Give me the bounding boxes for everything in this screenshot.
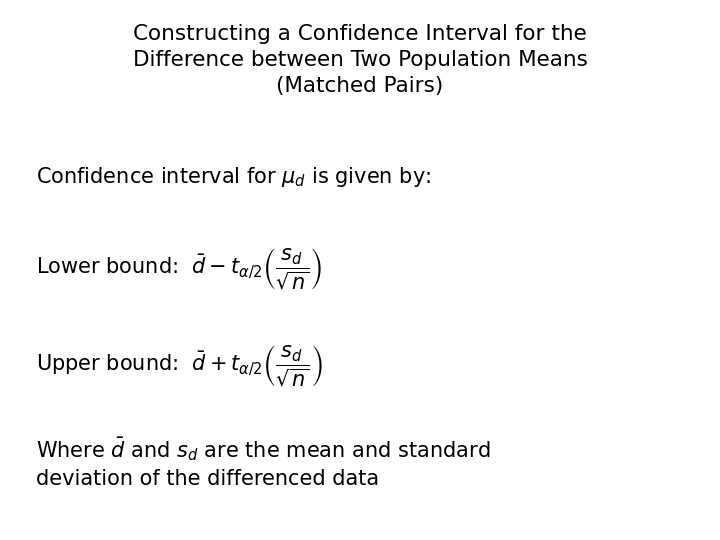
Text: Confidence interval for $\mu_d$ is given by:: Confidence interval for $\mu_d$ is given… — [36, 165, 431, 188]
Text: Lower bound:  $\bar{d} - t_{\alpha/2}\left(\dfrac{s_d}{\sqrt{n}}\right)$: Lower bound: $\bar{d} - t_{\alpha/2}\lef… — [36, 246, 323, 291]
Text: Constructing a Confidence Interval for the
Difference between Two Population Mea: Constructing a Confidence Interval for t… — [132, 24, 588, 96]
Text: Where $\bar{d}$ and $s_d$ are the mean and standard
deviation of the differenced: Where $\bar{d}$ and $s_d$ are the mean a… — [36, 435, 490, 489]
Text: Upper bound:  $\bar{d} + t_{\alpha/2}\left(\dfrac{s_d}{\sqrt{n}}\right)$: Upper bound: $\bar{d} + t_{\alpha/2}\lef… — [36, 343, 323, 388]
